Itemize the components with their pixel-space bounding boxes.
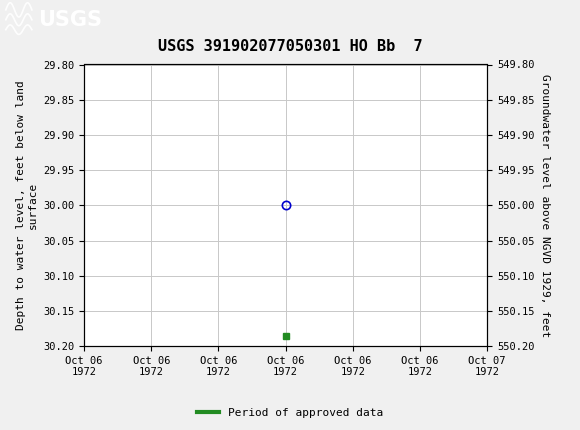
Y-axis label: Depth to water level, feet below land
surface: Depth to water level, feet below land su… bbox=[16, 80, 38, 330]
Y-axis label: Groundwater level above NGVD 1929, feet: Groundwater level above NGVD 1929, feet bbox=[540, 74, 550, 337]
Text: USGS: USGS bbox=[38, 10, 102, 30]
Text: USGS 391902077050301 HO Bb  7: USGS 391902077050301 HO Bb 7 bbox=[158, 39, 422, 54]
Legend: Period of approved data: Period of approved data bbox=[193, 403, 387, 422]
